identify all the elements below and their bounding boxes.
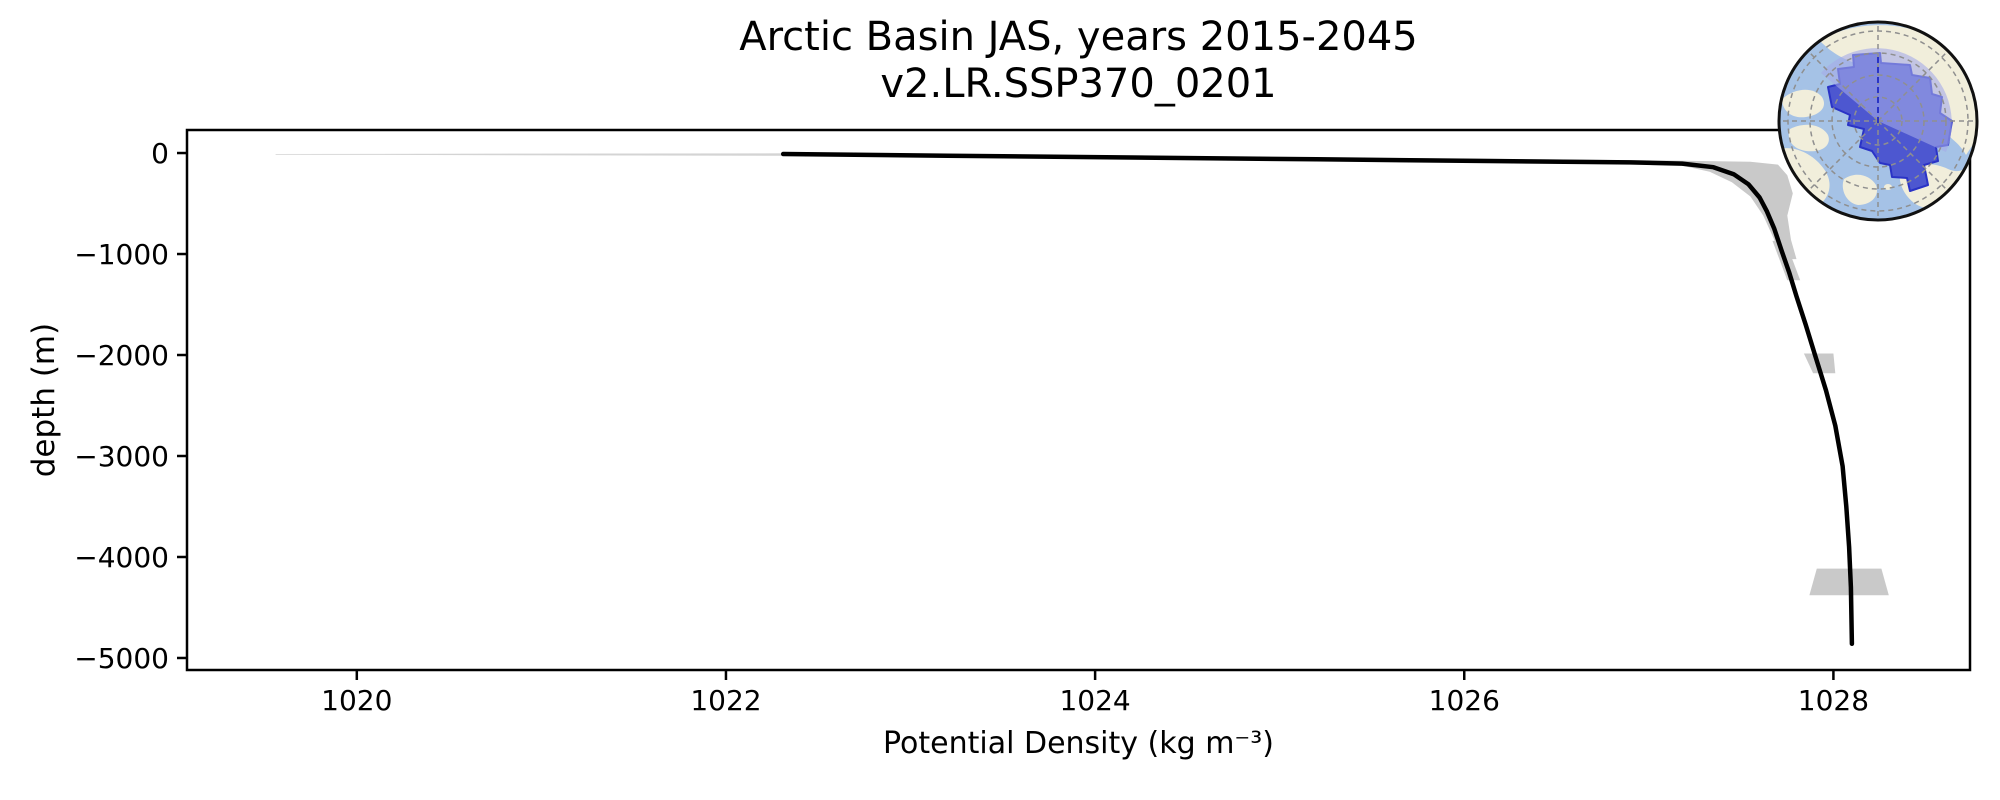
x-tick-label: 1022 — [690, 684, 761, 717]
y-tick-label: −4000 — [74, 541, 169, 574]
profile-line — [780, 151, 1855, 647]
inset-graticule-meridian — [1808, 51, 1879, 122]
y-tick-label: −3000 — [74, 440, 169, 473]
y-tick-label: −2000 — [74, 339, 169, 372]
y-tick-label: −1000 — [74, 238, 169, 271]
chart-title: Arctic Basin JAS, years 2015-2045 — [739, 14, 1418, 60]
shading-upper-band — [779, 153, 1797, 260]
inset-graticule-circle — [1809, 52, 1947, 190]
inset-landmass — [1788, 124, 1829, 152]
axes-frame — [185, 128, 1972, 672]
inset-highlight-sector — [1821, 48, 1952, 152]
inset-landmass — [1782, 89, 1825, 118]
x-axis-label: Potential Density (kg m⁻³) — [883, 726, 1274, 761]
x-tick-label: 1026 — [1429, 684, 1500, 717]
inset-graticule-meridian — [1808, 120, 1879, 191]
x-tick-label: 1020 — [321, 684, 392, 717]
y-tick-label: −5000 — [74, 642, 169, 675]
inset-graticule-meridian — [1877, 120, 1948, 191]
inset-map — [1777, 20, 1979, 222]
x-tick-label: 1028 — [1798, 684, 1869, 717]
chart-subtitle: v2.LR.SSP370_0201 — [880, 61, 1277, 107]
x-tick-label: 1024 — [1059, 684, 1130, 717]
shading-surface-sliver — [275, 153, 791, 156]
y-tick-label: 0 — [151, 137, 169, 170]
title-block: Arctic Basin JAS, years 2015-2045 v2.LR.… — [187, 14, 1970, 108]
inset-landmass — [1842, 174, 1878, 205]
inset-graticule-meridian — [1877, 51, 1948, 122]
inset-rim — [1777, 20, 1979, 222]
